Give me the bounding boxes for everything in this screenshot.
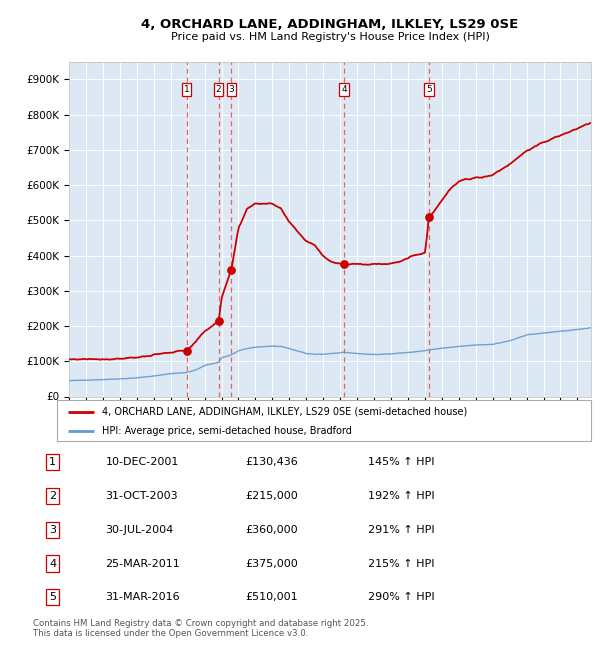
Text: 291% ↑ HPI: 291% ↑ HPI [368,525,434,535]
Text: 1: 1 [49,457,56,467]
Text: 10-DEC-2001: 10-DEC-2001 [106,457,179,467]
Text: Contains HM Land Registry data © Crown copyright and database right 2025.
This d: Contains HM Land Registry data © Crown c… [33,619,368,638]
Text: 4, ORCHARD LANE, ADDINGHAM, ILKLEY, LS29 0SE: 4, ORCHARD LANE, ADDINGHAM, ILKLEY, LS29… [142,18,518,31]
Text: 2: 2 [49,491,56,501]
Text: 145% ↑ HPI: 145% ↑ HPI [368,457,434,467]
Text: Price paid vs. HM Land Registry's House Price Index (HPI): Price paid vs. HM Land Registry's House … [170,32,490,42]
Text: 4: 4 [341,85,347,94]
Text: 290% ↑ HPI: 290% ↑ HPI [368,592,434,603]
Text: 2: 2 [216,85,221,94]
Text: £215,000: £215,000 [245,491,298,501]
Text: 1: 1 [184,85,190,94]
Text: 3: 3 [229,85,234,94]
Point [214,315,223,326]
Text: £360,000: £360,000 [245,525,298,535]
FancyBboxPatch shape [57,400,591,441]
Text: £375,000: £375,000 [245,558,298,569]
Text: 3: 3 [49,525,56,535]
Text: £510,001: £510,001 [245,592,298,603]
Text: 5: 5 [49,592,56,603]
Point [182,345,191,356]
Point [227,265,236,275]
Text: £130,436: £130,436 [245,457,298,467]
Text: 4, ORCHARD LANE, ADDINGHAM, ILKLEY, LS29 0SE (semi-detached house): 4, ORCHARD LANE, ADDINGHAM, ILKLEY, LS29… [103,407,467,417]
Text: 5: 5 [426,85,432,94]
Text: 31-OCT-2003: 31-OCT-2003 [106,491,178,501]
Text: 25-MAR-2011: 25-MAR-2011 [106,558,180,569]
Text: 4: 4 [49,558,56,569]
Text: HPI: Average price, semi-detached house, Bradford: HPI: Average price, semi-detached house,… [103,426,352,436]
Point [424,212,434,222]
Text: 215% ↑ HPI: 215% ↑ HPI [368,558,434,569]
Text: 31-MAR-2016: 31-MAR-2016 [106,592,180,603]
Text: 30-JUL-2004: 30-JUL-2004 [106,525,174,535]
Text: 192% ↑ HPI: 192% ↑ HPI [368,491,434,501]
Point [339,259,349,270]
